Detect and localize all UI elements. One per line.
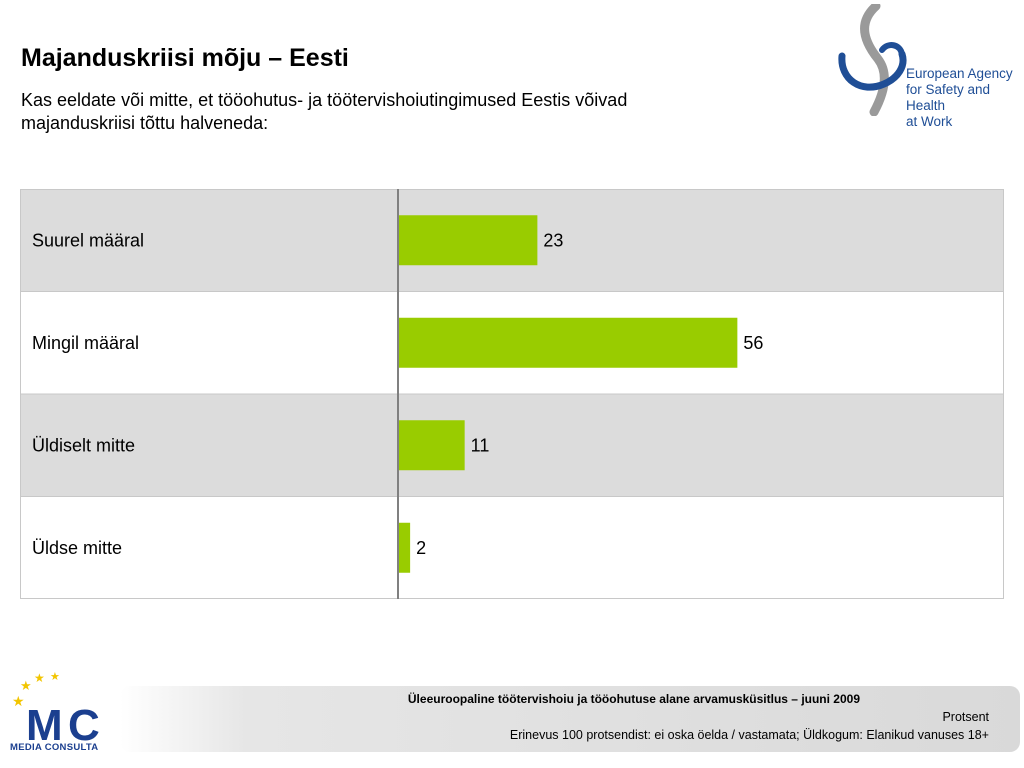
svg-text:★: ★ [34, 671, 45, 685]
value-label: 2 [416, 538, 426, 558]
mc-label: MEDIA CONSULTA [10, 742, 99, 753]
svg-text:M: M [26, 701, 63, 742]
footer-box: Üleeuroopaline töötervishoiu ja tööohutu… [120, 686, 1020, 752]
survey-title: Üleeuroopaline töötervishoiu ja tööohutu… [407, 692, 860, 706]
bar-chart: Suurel määral 23 Mingil määral 56 Üldiselt m… [20, 189, 1004, 599]
agency-line-3: at Work [906, 114, 953, 129]
bar [398, 317, 738, 368]
svg-text:C: C [68, 701, 100, 742]
bar [398, 522, 411, 573]
media-consulta-logo: ★ ★ ★ ★ M C MEDIA CONSULTA [4, 668, 114, 758]
chart-subtitle: Kas eeldate või mitte, et tööohutus- ja … [21, 90, 628, 133]
value-label: 56 [743, 333, 763, 353]
svg-text:★: ★ [20, 679, 32, 694]
eu-osha-ribbon-icon [838, 1, 907, 117]
page-title: Majanduskriisi mõju – Eesti [21, 44, 349, 72]
eu-osha-logo: European Agency for Safety and Health at… [836, 1, 1024, 129]
category-label: Üldiselt mitte [32, 435, 135, 455]
chart-row-bg [20, 394, 1004, 497]
agency-line-1: European Agency [906, 66, 1013, 81]
value-label: 11 [471, 435, 490, 455]
svg-text:★: ★ [12, 694, 25, 710]
value-label: 23 [543, 230, 563, 250]
bar [398, 420, 465, 471]
chart-border [20, 189, 1004, 599]
svg-text:★: ★ [50, 670, 60, 683]
category-label: Suurel määral [32, 230, 144, 250]
category-label: Üldse mitte [32, 538, 122, 558]
chart-row-bg [20, 496, 1004, 599]
footnote: Erinevus 100 protsendist: ei oska öelda … [509, 728, 989, 742]
mc-stars-icon: ★ ★ ★ ★ M C [12, 670, 100, 750]
bar [398, 215, 538, 266]
unit-label: Protsent [942, 710, 989, 724]
agency-line-2: for Safety and Health [906, 82, 991, 113]
category-label: Mingil määral [32, 333, 139, 353]
